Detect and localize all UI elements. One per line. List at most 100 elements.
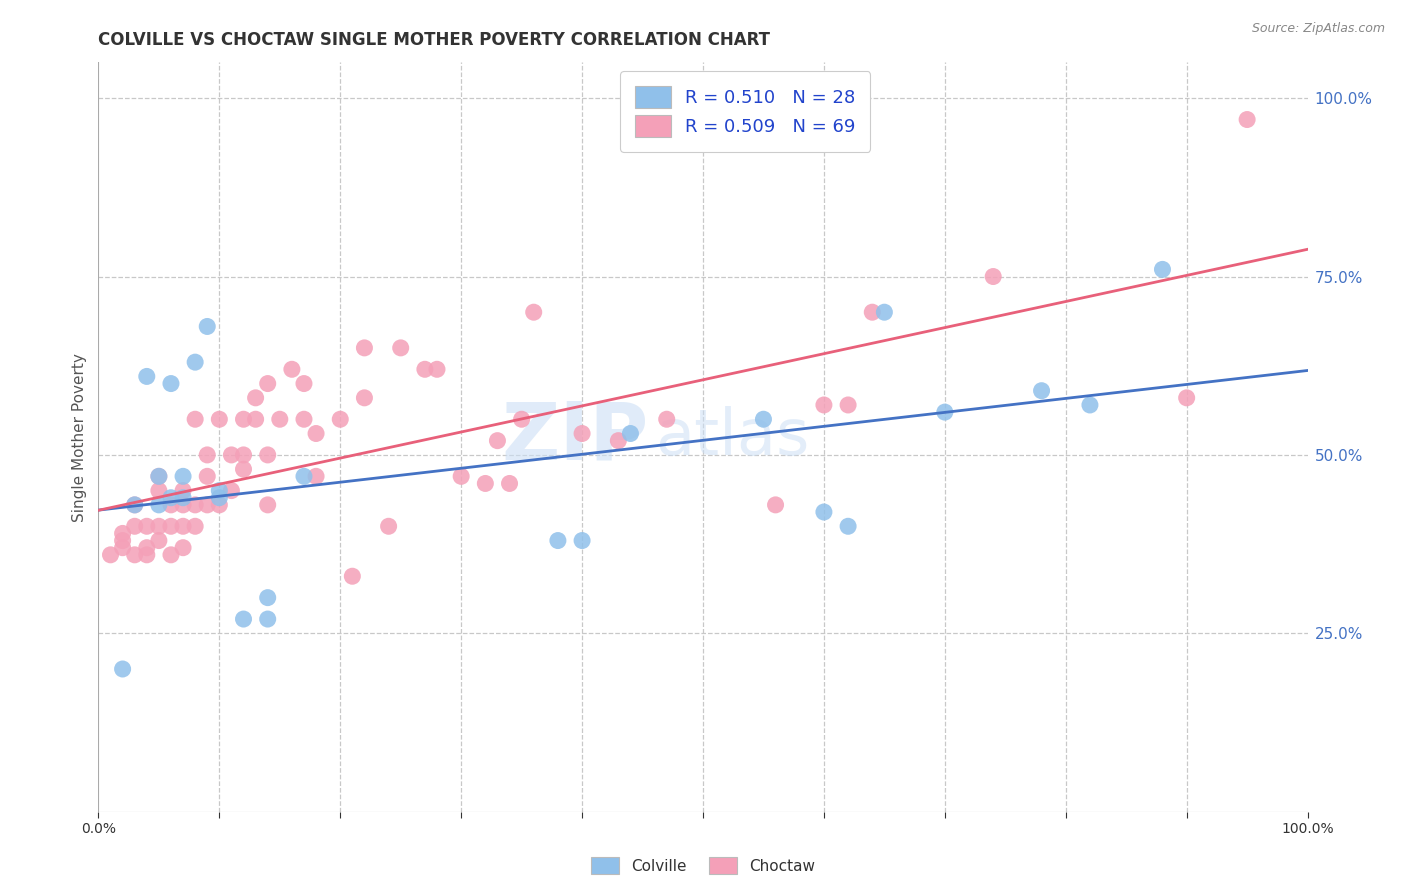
Point: [860, 305, 883, 319]
Point: [474, 476, 496, 491]
Point: [148, 533, 170, 548]
Point: [873, 305, 896, 319]
Point: [571, 426, 593, 441]
Point: [1236, 112, 1258, 127]
Point: [752, 412, 775, 426]
Point: [124, 498, 146, 512]
Point: [148, 469, 170, 483]
Point: [813, 505, 835, 519]
Point: [124, 548, 146, 562]
Point: [353, 341, 375, 355]
Point: [292, 469, 315, 483]
Point: [269, 412, 291, 426]
Point: [172, 491, 194, 505]
Point: [172, 469, 194, 483]
Point: [619, 426, 641, 441]
Point: [195, 319, 218, 334]
Point: [450, 469, 472, 483]
Point: [256, 498, 278, 512]
Point: [232, 462, 254, 476]
Point: [111, 526, 134, 541]
Point: [172, 519, 194, 533]
Point: [342, 569, 364, 583]
Point: [195, 469, 218, 483]
Point: [124, 498, 146, 512]
Point: [184, 498, 207, 512]
Point: [160, 498, 183, 512]
Point: [413, 362, 436, 376]
Point: [208, 483, 231, 498]
Point: [172, 541, 194, 555]
Point: [184, 519, 207, 533]
Point: [135, 541, 157, 555]
Point: [195, 448, 218, 462]
Point: [377, 519, 399, 533]
Point: [305, 426, 328, 441]
Point: [221, 483, 243, 498]
Point: [208, 412, 231, 426]
Point: [100, 548, 122, 562]
Point: [813, 398, 835, 412]
Point: [1031, 384, 1053, 398]
Point: [607, 434, 630, 448]
Point: [571, 533, 593, 548]
Legend: Colville, Choctaw: Colville, Choctaw: [585, 851, 821, 880]
Point: [547, 533, 569, 548]
Point: [486, 434, 509, 448]
Point: [329, 412, 352, 426]
Point: [184, 412, 207, 426]
Point: [281, 362, 304, 376]
Point: [245, 412, 267, 426]
Point: [934, 405, 956, 419]
Point: [208, 491, 231, 505]
Point: [305, 469, 328, 483]
Text: Source: ZipAtlas.com: Source: ZipAtlas.com: [1251, 22, 1385, 36]
Point: [148, 469, 170, 483]
Text: ZIP: ZIP: [502, 398, 648, 476]
Point: [837, 519, 859, 533]
Point: [160, 376, 183, 391]
Point: [135, 548, 157, 562]
Point: [426, 362, 449, 376]
Point: [655, 412, 678, 426]
Point: [148, 498, 170, 512]
Point: [292, 412, 315, 426]
Point: [232, 448, 254, 462]
Point: [510, 412, 533, 426]
Point: [389, 341, 412, 355]
Point: [221, 448, 243, 462]
Point: [837, 398, 859, 412]
Point: [232, 412, 254, 426]
Point: [1152, 262, 1174, 277]
Point: [498, 476, 520, 491]
Point: [111, 662, 134, 676]
Point: [232, 612, 254, 626]
Point: [195, 498, 218, 512]
Point: [256, 591, 278, 605]
Y-axis label: Single Mother Poverty: Single Mother Poverty: [72, 352, 87, 522]
Point: [148, 483, 170, 498]
Point: [172, 483, 194, 498]
Point: [256, 376, 278, 391]
Point: [245, 391, 267, 405]
Point: [765, 498, 787, 512]
Point: [256, 448, 278, 462]
Point: [1078, 398, 1101, 412]
Point: [135, 519, 157, 533]
Point: [148, 519, 170, 533]
Point: [981, 269, 1004, 284]
Point: [135, 369, 157, 384]
Point: [172, 498, 194, 512]
Point: [256, 612, 278, 626]
Point: [160, 548, 183, 562]
Point: [1175, 391, 1198, 405]
Point: [160, 519, 183, 533]
Point: [523, 305, 546, 319]
Point: [184, 355, 207, 369]
Text: COLVILLE VS CHOCTAW SINGLE MOTHER POVERTY CORRELATION CHART: COLVILLE VS CHOCTAW SINGLE MOTHER POVERT…: [98, 31, 770, 49]
Legend: R = 0.510   N = 28, R = 0.509   N = 69: R = 0.510 N = 28, R = 0.509 N = 69: [620, 71, 870, 152]
Point: [111, 541, 134, 555]
Text: atlas: atlas: [655, 406, 808, 468]
Point: [111, 533, 134, 548]
Point: [208, 498, 231, 512]
